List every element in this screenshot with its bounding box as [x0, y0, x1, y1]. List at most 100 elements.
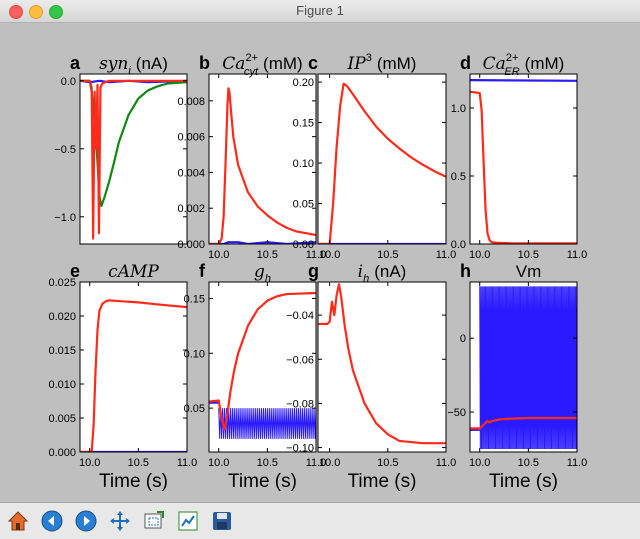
zoom-button[interactable] [140, 507, 168, 535]
panel-letter: b [199, 53, 210, 73]
plot-lines [470, 286, 577, 450]
subplots-button[interactable] [174, 507, 202, 535]
title-unit: (nA) [136, 54, 168, 73]
y-tick-label: −50 [447, 407, 466, 419]
y-tick-label: 0.000 [48, 447, 76, 459]
plot-lines [80, 79, 187, 240]
title-unit: (mM) [263, 54, 303, 73]
save-button[interactable] [208, 507, 236, 535]
title-superscript: 2+ [245, 52, 258, 64]
close-window-icon[interactable] [9, 5, 23, 19]
panel-b: 0.000 0.002 0.004 0.006 0.008 10.0 10.5 11.0 b Ca… [177, 52, 326, 261]
back-icon [41, 510, 63, 532]
axes-frame [79, 281, 188, 453]
title-subscript: cyt [244, 66, 259, 78]
x-tick-label: 10.5 [518, 249, 539, 261]
series-line-blue [470, 79, 577, 82]
plot-lines [209, 291, 316, 439]
x-tick-label: 11.0 [436, 457, 457, 469]
title-symbol: syn [99, 54, 128, 74]
y-tick-label: 0.15 [293, 118, 314, 130]
window-titlebar: Figure 1 [0, 0, 640, 23]
y-tick-label: 0.008 [177, 96, 205, 108]
panel-title: cAMP [108, 262, 159, 282]
y-tick-label: 0.5 [451, 171, 466, 183]
x-tick-label: 10.5 [128, 457, 149, 469]
y-tick-label: 0.015 [48, 345, 76, 357]
panel-title: syni (nA) [99, 54, 168, 77]
title-unit: (mM) [525, 54, 565, 73]
panel-title: Vm [516, 262, 542, 281]
x-tick-label: 10.0 [319, 457, 340, 469]
x-tick-label: 11.0 [436, 249, 457, 261]
title-subscript: h [265, 273, 271, 285]
title-unit: (nA) [374, 262, 406, 281]
y-tick-label: −1.0 [54, 212, 76, 224]
axes-frame [208, 73, 317, 245]
plot-area [80, 74, 187, 244]
plot-area [318, 74, 446, 244]
y-tick-label: 0.05 [184, 403, 205, 415]
title-unit: Vm [516, 262, 542, 281]
y-tick-label: −0.06 [286, 354, 314, 366]
x-tick-label: 10.0 [319, 249, 340, 261]
y-tick-label: 0.020 [48, 311, 76, 323]
plot-lines [318, 82, 446, 244]
axes-frame [79, 73, 188, 245]
forward-icon [75, 510, 97, 532]
panel-h: 0 −50 10.0 10.5 11.0 h Vm Time (s) [447, 261, 587, 492]
title-symbol: Ca [222, 54, 245, 74]
x-tick-label: 10.0 [469, 249, 490, 261]
y-tick-label: 0.0 [61, 76, 76, 88]
home-button[interactable] [4, 507, 32, 535]
series-line-red [209, 87, 316, 244]
axes-frame [469, 73, 578, 245]
plot-area [318, 282, 446, 452]
y-tick-label: 0.005 [48, 413, 76, 425]
title-subscript: h [363, 273, 369, 285]
x-tick-label: 11.0 [567, 249, 588, 261]
subplots-icon [178, 511, 198, 531]
y-tick-label: 0.10 [293, 158, 314, 170]
plot-area [80, 282, 187, 452]
panel-letter: h [460, 261, 471, 281]
y-tick-label: 0.05 [293, 199, 314, 211]
axes-frame [317, 281, 447, 453]
y-tick-label: 1.0 [451, 103, 466, 115]
x-tick-label: 10.0 [469, 457, 490, 469]
x-tick-label: 10.0 [208, 457, 229, 469]
panel-g: −0.04 −0.06 −0.08 −0.10 10.0 10.5 11.0 g ih (nA) T… [286, 261, 456, 492]
series-line-red [80, 299, 187, 452]
oscillation-line [218, 408, 316, 439]
y-tick-label: 0.004 [177, 167, 205, 179]
y-tick-label: 0.010 [48, 379, 76, 391]
pan-button[interactable] [106, 507, 134, 535]
series-line-red [80, 79, 187, 240]
panel-letter: c [308, 53, 318, 73]
panel-title: Ca2+ ER (mM) [483, 52, 565, 78]
oscillation-line [479, 286, 577, 450]
forward-button[interactable] [72, 507, 100, 535]
panel-title: ih (nA) [358, 262, 407, 285]
navigation-toolbar [0, 502, 640, 539]
x-tick-label: 11.0 [306, 457, 327, 469]
x-tick-label: 11.0 [306, 249, 327, 261]
panel-title: Ca2+ cyt (mM) [222, 52, 302, 78]
title-superscript: 3 [366, 52, 372, 64]
x-tick-label: 10.5 [257, 457, 278, 469]
series-line-red [318, 82, 446, 244]
panel-letter: f [199, 261, 206, 281]
window-title: Figure 1 [296, 3, 344, 18]
panel-c: 0.00 0.05 0.10 0.15 0.20 10.0 10.5 11.0 c IP3 (mM) [293, 52, 457, 261]
panel-letter: g [308, 261, 319, 281]
x-axis-label: Time (s) [99, 471, 168, 492]
minimize-window-icon[interactable] [29, 5, 43, 19]
series-line-red [470, 90, 577, 244]
x-tick-label: 10.0 [79, 457, 100, 469]
title-symbol: i [358, 262, 363, 282]
title-symbol: cAMP [108, 262, 159, 282]
axes-frame [208, 281, 317, 453]
maximize-window-icon[interactable] [49, 5, 63, 19]
back-button[interactable] [38, 507, 66, 535]
